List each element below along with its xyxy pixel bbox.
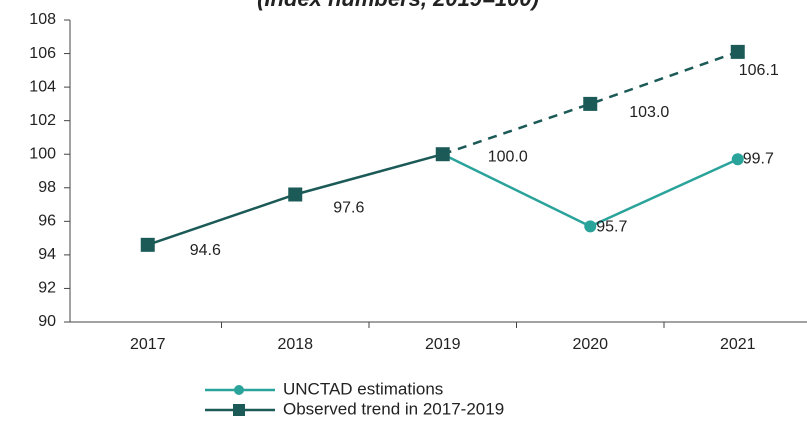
y-tick-label: 98	[38, 179, 56, 196]
data-label: 97.6	[333, 200, 364, 217]
marker	[435, 147, 450, 162]
line	[442, 50, 739, 156]
chart-subtitle: (Index numbers, 2019=100)	[257, 0, 539, 11]
data-label: 95.7	[596, 219, 627, 236]
marker	[731, 153, 744, 166]
legend-label: Observed trend in 2017-2019	[283, 399, 504, 418]
marker	[584, 220, 597, 233]
y-tick-label: 92	[38, 280, 56, 297]
data-label: 94.6	[190, 242, 221, 259]
data-label: 99.7	[743, 150, 774, 167]
x-tick-label: 2021	[720, 336, 756, 353]
marker	[140, 237, 155, 252]
y-tick-label: 90	[38, 313, 56, 330]
x-tick-label: 2019	[425, 336, 461, 353]
data-label: 106.1	[739, 62, 779, 79]
marker	[583, 96, 598, 111]
data-label: 103.0	[629, 104, 669, 121]
x-tick-label: 2020	[572, 336, 608, 353]
legend-label: UNCTAD estimations	[283, 379, 443, 398]
x-tick-label: 2018	[277, 336, 313, 353]
y-tick-label: 108	[29, 11, 56, 28]
legend-marker	[234, 385, 244, 395]
y-tick-label: 96	[38, 213, 56, 230]
x-tick-label: 2017	[130, 336, 166, 353]
marker	[288, 187, 303, 202]
y-tick-label: 102	[29, 112, 56, 129]
legend-marker	[233, 404, 245, 416]
marker	[730, 44, 745, 59]
y-tick-label: 104	[29, 78, 56, 95]
y-tick-label: 106	[29, 45, 56, 62]
y-tick-label: 94	[38, 246, 56, 263]
data-label: 100.0	[488, 148, 528, 165]
y-tick-label: 100	[29, 145, 56, 162]
